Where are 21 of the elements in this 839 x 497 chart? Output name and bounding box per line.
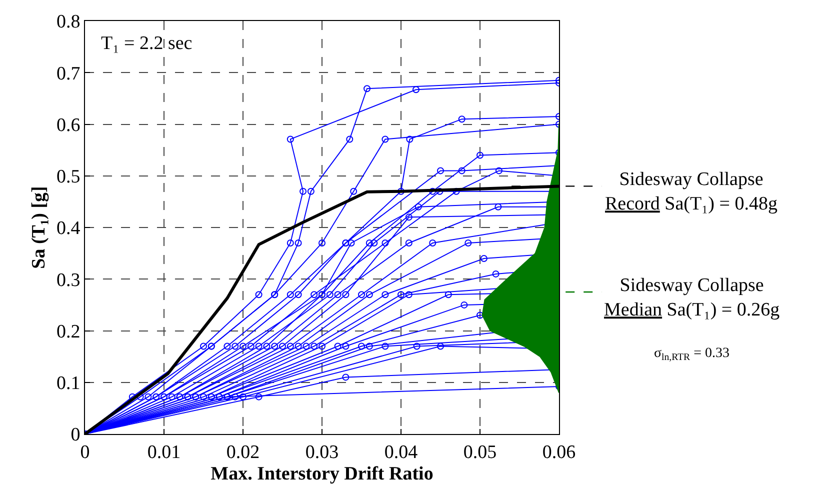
y-axis-title: Sa (T₁) [g] (28, 186, 50, 269)
x-axis-title: Max. Interstory Drift Ratio (210, 464, 434, 485)
text: σ$_{ln,RTR}$ = 0.33 (654, 346, 730, 363)
y-tick-label: 0.7 (56, 63, 80, 84)
x-tick-label: 0.06 (542, 442, 576, 463)
x-tick-label: 0.03 (305, 442, 339, 463)
text: Sidesway Collapse Record Sa(T₁) = 0.48g (605, 169, 778, 215)
y-tick-label: 0.1 (56, 373, 80, 394)
x-tick-label: 0.05 (463, 442, 497, 463)
annotation: T₁ = 2.2 sec (101, 33, 192, 54)
y-tick-label: 0.5 (56, 166, 80, 188)
y-tick-label: 0 (70, 424, 80, 446)
y-tick-label: 0.4 (56, 218, 81, 240)
y-tick-label: 0.2 (56, 321, 80, 342)
x-tick-label: 0.01 (147, 442, 181, 463)
x-tick-label: 0.04 (384, 442, 418, 463)
x-tick-label: 0.02 (226, 442, 260, 463)
text: Sidesway Collapse Median Sa(T₁) = 0.26g (604, 275, 780, 321)
y-tick-label: 0.3 (56, 270, 80, 291)
y-tick-label: 0.6 (56, 114, 80, 136)
y-tick-label: 0.8 (56, 12, 80, 33)
